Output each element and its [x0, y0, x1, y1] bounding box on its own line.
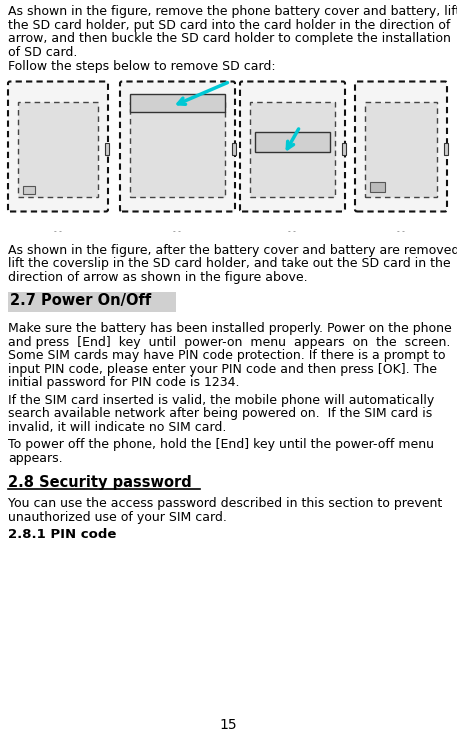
Bar — [250, 101, 335, 197]
Text: of SD card.: of SD card. — [8, 45, 77, 58]
Text: direction of arrow as shown in the figure above.: direction of arrow as shown in the figur… — [8, 270, 308, 284]
Bar — [232, 142, 236, 155]
Bar — [130, 93, 225, 112]
Text: unauthorized use of your SIM card.: unauthorized use of your SIM card. — [8, 510, 227, 523]
Text: Make sure the battery has been installed properly. Power on the phone: Make sure the battery has been installed… — [8, 322, 452, 335]
Text: - -: - - — [54, 227, 62, 235]
Text: and press  [End]  key  until  power-on  menu  appears  on  the  screen.: and press [End] key until power-on menu … — [8, 335, 451, 348]
Text: initial password for PIN code is 1234.: initial password for PIN code is 1234. — [8, 376, 239, 389]
Bar — [444, 142, 448, 155]
Bar — [365, 101, 437, 197]
Bar — [370, 182, 385, 192]
Bar — [105, 142, 109, 155]
Bar — [23, 185, 35, 193]
Text: Follow the steps below to remove SD card:: Follow the steps below to remove SD card… — [8, 60, 276, 73]
Text: lift the coverslip in the SD card holder, and take out the SD card in the: lift the coverslip in the SD card holder… — [8, 257, 451, 270]
FancyBboxPatch shape — [355, 82, 447, 211]
Text: - -: - - — [173, 227, 181, 235]
Text: invalid, it will indicate no SIM card.: invalid, it will indicate no SIM card. — [8, 421, 226, 434]
FancyBboxPatch shape — [240, 82, 345, 211]
Text: 2.8.1 PIN code: 2.8.1 PIN code — [8, 528, 117, 541]
Text: input PIN code, please enter your PIN code and then press [OK]. The: input PIN code, please enter your PIN co… — [8, 362, 437, 375]
Text: the SD card holder, put SD card into the card holder in the direction of: the SD card holder, put SD card into the… — [8, 18, 451, 31]
Bar — [342, 142, 346, 155]
Bar — [130, 101, 225, 197]
Text: If the SIM card inserted is valid, the mobile phone will automatically: If the SIM card inserted is valid, the m… — [8, 394, 434, 407]
Text: search available network after being powered on.  If the SIM card is: search available network after being pow… — [8, 407, 432, 420]
Text: As shown in the figure, remove the phone battery cover and battery, lift: As shown in the figure, remove the phone… — [8, 5, 457, 18]
Bar — [18, 101, 98, 197]
FancyBboxPatch shape — [120, 82, 235, 211]
Text: - -: - - — [397, 227, 405, 235]
Text: You can use the access password described in this section to prevent: You can use the access password describe… — [8, 497, 442, 510]
Text: To power off the phone, hold the [End] key until the power-off menu: To power off the phone, hold the [End] k… — [8, 438, 434, 451]
Text: As shown in the figure, after the battery cover and battery are removed,: As shown in the figure, after the batter… — [8, 243, 457, 257]
Text: 2.7 Power On/Off: 2.7 Power On/Off — [10, 293, 151, 308]
Text: Some SIM cards may have PIN code protection. If there is a prompt to: Some SIM cards may have PIN code protect… — [8, 349, 446, 362]
Text: - -: - - — [288, 227, 296, 235]
FancyBboxPatch shape — [8, 82, 108, 211]
Text: arrow, and then buckle the SD card holder to complete the installation: arrow, and then buckle the SD card holde… — [8, 32, 451, 45]
Text: 2.8 Security password: 2.8 Security password — [8, 475, 192, 490]
Text: 15: 15 — [219, 718, 237, 729]
Bar — [8, 292, 176, 312]
Text: appears.: appears. — [8, 451, 63, 464]
Bar — [255, 131, 330, 152]
